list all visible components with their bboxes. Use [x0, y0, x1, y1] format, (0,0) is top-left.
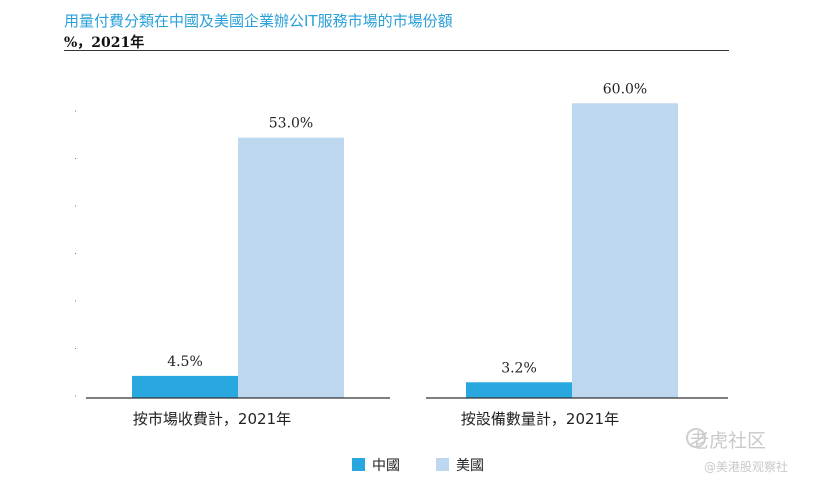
- data-label: 53.0%: [269, 116, 313, 132]
- watermark-logo-text: 老虎社区: [690, 430, 767, 452]
- data-label: 60.0%: [603, 81, 647, 97]
- bar-usa: [238, 137, 344, 399]
- title-divider: [64, 50, 729, 51]
- watermark-swirl-icon: [686, 428, 706, 448]
- legend-label: 中國: [372, 458, 400, 474]
- bar-usa: [572, 103, 678, 399]
- data-label: 4.5%: [167, 354, 203, 370]
- x-axis-category-label: 按設備數量計，2021年: [461, 410, 619, 428]
- bar-china: [132, 375, 238, 398]
- chart-subtitle: %，2021年: [64, 35, 145, 51]
- legend-label: 美國: [456, 458, 484, 474]
- legend-swatch: [436, 458, 449, 471]
- chart-title: 用量付費分類在中國及美國企業辦公IT服務市場的市場份額: [64, 12, 453, 30]
- data-label: 3.2%: [501, 360, 537, 376]
- legend-swatch: [352, 458, 365, 471]
- watermark-handle: @美港股观察社: [704, 460, 789, 474]
- x-axis-category-label: 按市場收費計，2021年: [133, 410, 291, 428]
- bar-china: [466, 382, 572, 398]
